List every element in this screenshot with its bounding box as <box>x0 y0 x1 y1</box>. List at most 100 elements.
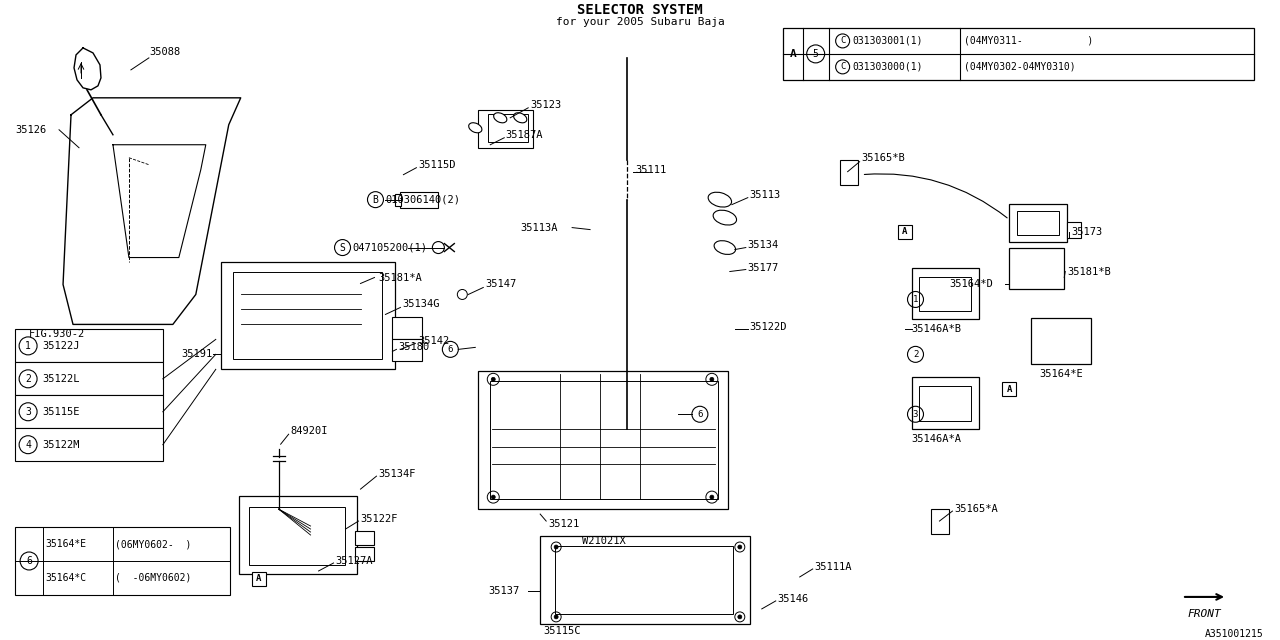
Bar <box>15 428 163 461</box>
Text: (06MY0602-  ): (06MY0602- ) <box>115 539 191 549</box>
Ellipse shape <box>513 113 527 123</box>
Text: 35122F: 35122F <box>361 514 398 524</box>
Text: 35177: 35177 <box>748 262 780 273</box>
Text: 6: 6 <box>448 345 453 354</box>
Text: 3: 3 <box>913 410 918 419</box>
Bar <box>248 507 344 565</box>
Bar <box>479 110 534 148</box>
Text: 2: 2 <box>26 374 31 384</box>
Ellipse shape <box>713 210 736 225</box>
Bar <box>1032 319 1091 364</box>
Text: 6: 6 <box>698 410 703 419</box>
Bar <box>239 496 357 574</box>
Text: 1: 1 <box>26 341 31 351</box>
Text: (  -06MY0602): ( -06MY0602) <box>115 573 191 583</box>
Text: 35122D: 35122D <box>750 323 787 332</box>
Bar <box>1010 204 1068 241</box>
Text: C: C <box>840 36 845 45</box>
Bar <box>540 536 750 624</box>
Text: (04MY0311-           ): (04MY0311- ) <box>964 36 1093 46</box>
Bar <box>355 531 375 545</box>
Text: 35115E: 35115E <box>42 407 79 417</box>
Text: B: B <box>372 195 379 205</box>
Bar <box>15 362 163 396</box>
Bar <box>1002 382 1016 396</box>
Text: 5: 5 <box>813 49 819 59</box>
Text: 047105200(1): 047105200(1) <box>352 243 428 253</box>
Text: 35122M: 35122M <box>42 440 79 450</box>
Bar <box>911 268 979 319</box>
Text: 35164*E: 35164*E <box>1039 369 1083 380</box>
Bar <box>1010 248 1064 289</box>
Text: SELECTOR SYSTEM: SELECTOR SYSTEM <box>577 3 703 17</box>
Text: 35146A*B: 35146A*B <box>911 324 961 335</box>
Text: 35121: 35121 <box>548 519 580 529</box>
Text: 010306140(2): 010306140(2) <box>385 195 461 205</box>
Text: 35113: 35113 <box>750 189 781 200</box>
Text: S: S <box>339 243 346 253</box>
Ellipse shape <box>714 241 736 255</box>
Circle shape <box>492 378 495 381</box>
Bar <box>783 28 1254 80</box>
Text: 35127A: 35127A <box>335 556 372 566</box>
Text: FRONT: FRONT <box>1187 609 1221 619</box>
Text: 35123: 35123 <box>530 100 562 110</box>
Circle shape <box>737 615 742 619</box>
Text: 031303000(1): 031303000(1) <box>852 62 923 72</box>
Text: 35122J: 35122J <box>42 341 79 351</box>
Text: 35191: 35191 <box>182 349 212 360</box>
Text: 35146: 35146 <box>778 594 809 604</box>
Text: 35088: 35088 <box>148 47 180 57</box>
Text: 3: 3 <box>26 407 31 417</box>
Ellipse shape <box>468 123 481 132</box>
Bar <box>488 114 529 141</box>
Text: 35115D: 35115D <box>419 160 456 170</box>
Bar <box>1018 211 1060 235</box>
Bar <box>479 371 728 509</box>
Bar <box>840 160 858 185</box>
Text: 35115C: 35115C <box>543 626 581 636</box>
Circle shape <box>554 545 558 549</box>
Text: W21021X: W21021X <box>582 536 626 546</box>
Text: 35126: 35126 <box>15 125 46 135</box>
Text: 35164*C: 35164*C <box>45 573 86 583</box>
Bar <box>355 547 375 561</box>
Ellipse shape <box>494 113 507 123</box>
Bar <box>911 378 979 429</box>
Bar <box>932 509 950 534</box>
Bar <box>15 527 229 595</box>
Circle shape <box>710 378 714 381</box>
Bar <box>233 271 383 359</box>
Text: 35181*A: 35181*A <box>379 273 422 282</box>
Bar <box>556 546 733 614</box>
Text: 35165*B: 35165*B <box>861 153 905 163</box>
Text: 35187A: 35187A <box>506 130 543 140</box>
Text: 84920I: 84920I <box>291 426 328 436</box>
Bar <box>15 396 163 428</box>
Bar <box>252 572 266 586</box>
Text: 35173: 35173 <box>1071 227 1102 237</box>
Bar <box>919 387 972 421</box>
Text: FIG.930-2: FIG.930-2 <box>29 330 86 339</box>
Text: 35164*E: 35164*E <box>45 539 86 549</box>
Text: 6: 6 <box>26 556 32 566</box>
Text: 35147: 35147 <box>485 280 517 289</box>
Text: C: C <box>840 62 845 72</box>
Text: 35164*D: 35164*D <box>950 280 993 289</box>
Text: 35180: 35180 <box>398 342 430 353</box>
Text: 35146A*A: 35146A*A <box>911 434 961 444</box>
Text: 4: 4 <box>26 440 31 450</box>
Text: 35122L: 35122L <box>42 374 79 384</box>
Circle shape <box>492 495 495 499</box>
Bar <box>919 276 972 312</box>
Text: 1: 1 <box>913 295 918 304</box>
Bar <box>220 262 396 369</box>
Text: 35134: 35134 <box>748 239 780 250</box>
Text: 35113A: 35113A <box>520 223 558 232</box>
Text: 35134G: 35134G <box>402 300 440 310</box>
Bar <box>490 381 718 499</box>
Text: (04MY0302-04MY0310): (04MY0302-04MY0310) <box>964 62 1076 72</box>
Text: for your 2005 Subaru Baja: for your 2005 Subaru Baja <box>556 17 724 27</box>
Circle shape <box>737 545 742 549</box>
Bar <box>393 317 422 339</box>
